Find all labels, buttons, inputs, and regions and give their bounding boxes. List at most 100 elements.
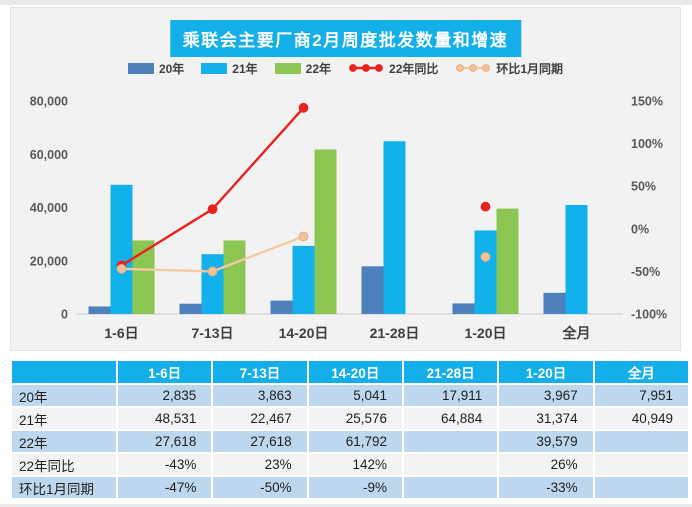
marker-环比1月同期 bbox=[116, 263, 127, 274]
table-row-label: 21年 bbox=[12, 408, 116, 429]
window-bottom-edge bbox=[0, 504, 692, 507]
legend-label: 22年同比 bbox=[389, 61, 439, 76]
table-cell: 39,579 bbox=[499, 431, 593, 452]
table-row: 21年 48,531 22,467 25,576 64,884 31,374 40,949 bbox=[12, 408, 688, 429]
bar-22年 bbox=[132, 240, 155, 314]
marker-22年同比 bbox=[298, 102, 309, 113]
legend-swatch-icon bbox=[127, 62, 154, 74]
bar-22年 bbox=[314, 149, 337, 314]
table-cell: 64,884 bbox=[403, 408, 498, 429]
table-cell: 26% bbox=[499, 454, 593, 475]
bar-21年 bbox=[292, 245, 315, 314]
legend-item: 20年 bbox=[127, 60, 185, 77]
right-axis-tick-label: -50% bbox=[631, 265, 660, 279]
right-axis-tick-label: 0% bbox=[631, 222, 649, 236]
table-header-cell-blank bbox=[12, 361, 116, 383]
table-header-cell: 全月 bbox=[594, 361, 688, 383]
legend-label: 20年 bbox=[158, 61, 185, 76]
legend-line-swatch-icon bbox=[456, 64, 491, 72]
marker-环比1月同期 bbox=[298, 231, 309, 242]
marker-环比1月同期 bbox=[207, 266, 218, 277]
table-cell: 31,374 bbox=[499, 408, 593, 429]
x-axis-category-label: 全月 bbox=[562, 325, 591, 341]
bar-20年 bbox=[543, 292, 566, 314]
bar-22年 bbox=[223, 240, 246, 314]
legend-item: 22年 bbox=[274, 60, 332, 77]
left-axis-tick-label: 80,000 bbox=[30, 95, 68, 109]
table-cell-empty bbox=[594, 477, 688, 498]
table-row: 20年 2,835 3,863 5,041 17,911 3,967 7,951 bbox=[12, 385, 688, 406]
legend-label: 环比1月同期 bbox=[496, 61, 564, 76]
x-axis-category-label: 7-13日 bbox=[191, 325, 233, 341]
bar-20年 bbox=[179, 303, 202, 314]
bar-21年 bbox=[110, 184, 133, 314]
table-cell-empty bbox=[403, 477, 498, 498]
table-cell: -33% bbox=[499, 477, 593, 498]
table-cell: 3,967 bbox=[499, 385, 593, 406]
table-row-label: 20年 bbox=[12, 385, 116, 406]
table-cell-empty bbox=[594, 454, 688, 475]
table-cell: 17,911 bbox=[403, 385, 498, 406]
table-cell: 22,467 bbox=[213, 408, 307, 429]
legend-item: 21年 bbox=[201, 60, 258, 77]
x-axis-category-label: 14-20日 bbox=[279, 325, 329, 341]
table-row-label: 22年同比 bbox=[12, 454, 116, 475]
bar-21年 bbox=[474, 230, 497, 314]
legend-swatch-icon bbox=[274, 62, 301, 74]
table-header-cell: 7-13日 bbox=[213, 361, 307, 383]
bar-20年 bbox=[452, 303, 475, 314]
table-cell-empty bbox=[403, 431, 498, 452]
left-axis-tick-label: 60,000 bbox=[30, 148, 68, 162]
table-cell: 27,618 bbox=[213, 431, 307, 452]
bar-20年 bbox=[88, 306, 111, 314]
right-axis-tick-label: -100% bbox=[631, 308, 667, 322]
table-cell: 61,792 bbox=[308, 431, 402, 452]
left-axis-tick-label: 20,000 bbox=[30, 254, 68, 268]
table-header-cell: 14-20日 bbox=[308, 361, 402, 383]
chart-legend: 20年 21年 22年 22年同比 环比1月同期 bbox=[11, 60, 680, 76]
left-axis-tick-label: 40,000 bbox=[30, 201, 68, 215]
table-cell: 25,576 bbox=[308, 408, 402, 429]
chart-title: 乘联会主要厂商2月周度批发数量和增速 bbox=[169, 20, 522, 57]
table-cell: 48,531 bbox=[118, 408, 212, 429]
bar-21年 bbox=[383, 141, 406, 314]
table-cell: -9% bbox=[308, 477, 402, 498]
right-axis-tick-label: 100% bbox=[631, 137, 663, 151]
table-header-cell: 1-6日 bbox=[118, 361, 212, 383]
table-cell: 27,618 bbox=[118, 431, 212, 452]
table-body: 20年 2,835 3,863 5,041 17,911 3,967 7,951 21年 48,… bbox=[12, 385, 688, 498]
bar-20年 bbox=[361, 266, 384, 314]
legend-label: 21年 bbox=[232, 61, 258, 76]
table-cell-empty bbox=[594, 431, 688, 452]
legend-line-swatch-icon bbox=[349, 64, 383, 72]
table-cell: 23% bbox=[213, 454, 307, 475]
table-row: 22年 27,618 27,618 61,792 39,579 bbox=[12, 431, 688, 452]
left-axis-tick-label: 0 bbox=[61, 308, 68, 322]
x-axis-category-label: 1-6日 bbox=[104, 325, 138, 341]
table-row-label: 环比1月同期 bbox=[12, 477, 116, 498]
x-axis-category-label: 1-20日 bbox=[464, 325, 506, 341]
table-header-row: 1-6日 7-13日 14-20日 21-28日 1-20日 全月 bbox=[12, 361, 688, 383]
marker-22年同比 bbox=[207, 204, 218, 215]
table-cell-empty bbox=[403, 454, 498, 475]
window-top-edge bbox=[0, 0, 692, 5]
table-cell: 3,863 bbox=[213, 385, 307, 406]
table-header-cell: 21-28日 bbox=[403, 361, 498, 383]
legend-label: 22年 bbox=[305, 61, 332, 76]
table-cell: 5,041 bbox=[308, 385, 402, 406]
table-cell: 7,951 bbox=[594, 385, 688, 406]
legend-item: 环比1月同期 bbox=[455, 60, 563, 77]
chart-panel: 乘联会主要厂商2月周度批发数量和增速 20年 21年 22年 22年同比 环比1月同期 … bbox=[10, 7, 681, 351]
data-table: 1-6日 7-13日 14-20日 21-28日 1-20日 全月 20年 2,835 3,8… bbox=[10, 359, 690, 500]
table-row: 22年同比 -43% 23% 142% 26% bbox=[12, 454, 688, 475]
table-header-cell: 1-20日 bbox=[499, 361, 593, 383]
legend-item: 22年同比 bbox=[348, 60, 438, 77]
right-axis-tick-label: 150% bbox=[631, 95, 663, 109]
chart-canvas: 0 20,000 40,000 60,000 80,000 -100% -50% 0% 50% 1… bbox=[30, 95, 667, 342]
x-axis-category-label: 21-28日 bbox=[370, 325, 420, 341]
marker-22年同比 bbox=[480, 201, 491, 212]
table-row-label: 22年 bbox=[12, 431, 116, 452]
legend-swatch-icon bbox=[201, 62, 228, 74]
table-row: 环比1月同期 -47% -50% -9% -33% bbox=[12, 477, 688, 498]
bar-21年 bbox=[201, 254, 224, 314]
